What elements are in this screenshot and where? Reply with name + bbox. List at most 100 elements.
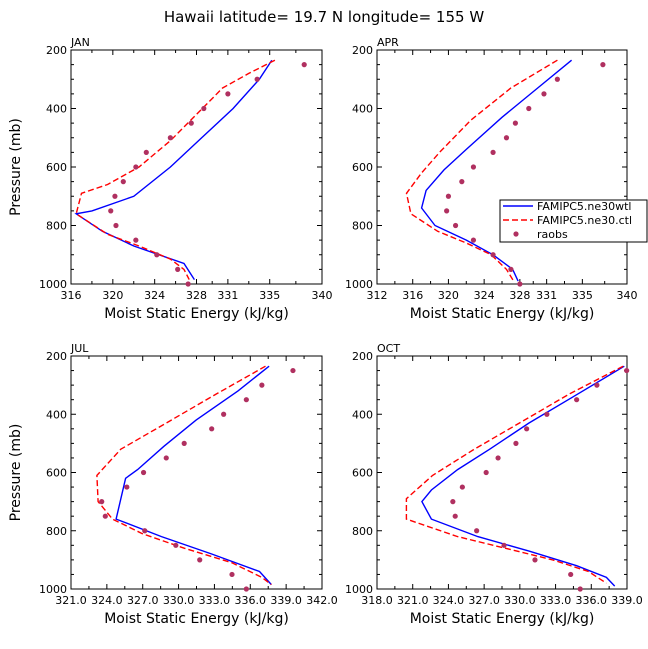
raobs-point bbox=[185, 281, 191, 287]
x-tick-label: 324 bbox=[474, 289, 495, 302]
x-tick-label: 327.0 bbox=[468, 594, 500, 607]
raobs-point bbox=[483, 469, 489, 476]
raobs-point bbox=[254, 76, 260, 82]
raobs-point bbox=[290, 367, 296, 374]
raobs-point bbox=[181, 440, 187, 446]
y-tick-label: 600 bbox=[46, 467, 67, 480]
legend-label: FAMIPC5.ne30.ctl bbox=[537, 214, 632, 227]
x-tick-label: 328 bbox=[186, 289, 207, 302]
series-line-wtl bbox=[420, 59, 573, 282]
raobs-point bbox=[544, 411, 550, 417]
raobs-point bbox=[541, 91, 547, 97]
y-tick-label: 600 bbox=[352, 467, 373, 480]
raobs-point bbox=[140, 469, 147, 476]
series-line-wtl bbox=[115, 365, 272, 586]
raobs-point bbox=[124, 484, 130, 490]
raobs-point bbox=[163, 455, 169, 461]
legend-swatch-raobs bbox=[513, 231, 519, 237]
y-tick-label: 400 bbox=[352, 408, 373, 421]
y-tick-label: 200 bbox=[352, 350, 373, 363]
raobs-point bbox=[142, 528, 148, 534]
raobs-point bbox=[133, 164, 139, 170]
x-tick-label: 339.0 bbox=[270, 594, 302, 607]
x-tick-label: 336.0 bbox=[576, 594, 608, 607]
raobs-point bbox=[301, 62, 307, 68]
raobs-point bbox=[532, 557, 538, 563]
y-tick-label: 1000 bbox=[39, 278, 67, 291]
raobs-point bbox=[512, 120, 518, 126]
panel-label: JUL bbox=[70, 342, 89, 355]
x-axis-label: Moist Static Energy (kJ/kg) bbox=[104, 306, 289, 322]
x-tick-label: 324 bbox=[144, 289, 165, 302]
raobs-point bbox=[173, 542, 179, 548]
raobs-point bbox=[452, 513, 458, 519]
raobs-point bbox=[600, 62, 606, 68]
raobs-point bbox=[243, 397, 249, 403]
x-tick-label: 333.0 bbox=[199, 594, 231, 607]
panel-label: JAN bbox=[70, 36, 90, 49]
y-tick-label: 800 bbox=[46, 220, 67, 233]
y-tick-label: 800 bbox=[352, 220, 373, 233]
x-tick-label: 316 bbox=[402, 289, 423, 302]
y-tick-label: 800 bbox=[352, 525, 373, 538]
y-tick-label: 200 bbox=[46, 350, 67, 363]
legend-label: FAMIPC5.ne30wtl bbox=[537, 200, 632, 213]
raobs-point bbox=[554, 76, 560, 82]
raobs-point bbox=[503, 135, 510, 141]
raobs-point bbox=[197, 557, 203, 563]
y-tick-label: 600 bbox=[46, 161, 67, 174]
y-tick-label: 800 bbox=[46, 525, 67, 538]
y-tick-label: 1000 bbox=[39, 583, 67, 596]
raobs-point bbox=[577, 586, 583, 592]
raobs-point bbox=[517, 281, 523, 287]
y-axis-label: Pressure (mb) bbox=[8, 424, 24, 522]
raobs-point bbox=[490, 252, 496, 258]
y-tick-label: 200 bbox=[46, 44, 67, 57]
y-tick-label: 400 bbox=[46, 408, 67, 421]
x-tick-label: 324.0 bbox=[91, 594, 123, 607]
raobs-point bbox=[474, 528, 480, 534]
raobs-point bbox=[470, 237, 477, 243]
x-tick-label: 342.0 bbox=[306, 594, 338, 607]
series-line-ctl bbox=[96, 365, 272, 586]
raobs-point bbox=[445, 193, 452, 199]
raobs-point bbox=[112, 193, 118, 199]
raobs-point bbox=[154, 252, 160, 258]
x-tick-label: 321.0 bbox=[397, 594, 429, 607]
raobs-point bbox=[120, 179, 126, 185]
x-tick-label: 316 bbox=[61, 289, 82, 302]
x-tick-label: 328 bbox=[509, 289, 530, 302]
raobs-point bbox=[209, 426, 215, 432]
x-axis-label: Moist Static Energy (kJ/kg) bbox=[410, 306, 595, 322]
raobs-point bbox=[108, 208, 114, 214]
series-line-wtl bbox=[421, 365, 625, 587]
x-tick-label: 340 bbox=[312, 289, 333, 302]
raobs-point bbox=[459, 484, 465, 490]
x-tick-label: 339.0 bbox=[611, 594, 643, 607]
x-tick-label: 340 bbox=[617, 289, 638, 302]
series-line-ctl bbox=[75, 59, 276, 280]
panel-label: OCT bbox=[377, 342, 400, 355]
raobs-point bbox=[102, 513, 108, 519]
x-tick-label: 320 bbox=[438, 289, 459, 302]
raobs-point bbox=[501, 542, 507, 548]
x-tick-label: 330.0 bbox=[504, 594, 536, 607]
raobs-point bbox=[470, 164, 477, 170]
raobs-point bbox=[452, 222, 459, 229]
raobs-point bbox=[459, 179, 465, 185]
x-tick-label: 336.0 bbox=[235, 594, 267, 607]
y-tick-label: 1000 bbox=[345, 278, 373, 291]
figure-title: Hawaii latitude= 19.7 N longitude= 155 W bbox=[164, 8, 484, 26]
x-tick-label: 312 bbox=[367, 289, 388, 302]
raobs-point bbox=[143, 149, 149, 155]
raobs-point bbox=[574, 397, 580, 403]
y-tick-label: 200 bbox=[352, 44, 373, 57]
y-tick-label: 600 bbox=[352, 161, 373, 174]
x-axis-label: Moist Static Energy (kJ/kg) bbox=[410, 611, 595, 627]
